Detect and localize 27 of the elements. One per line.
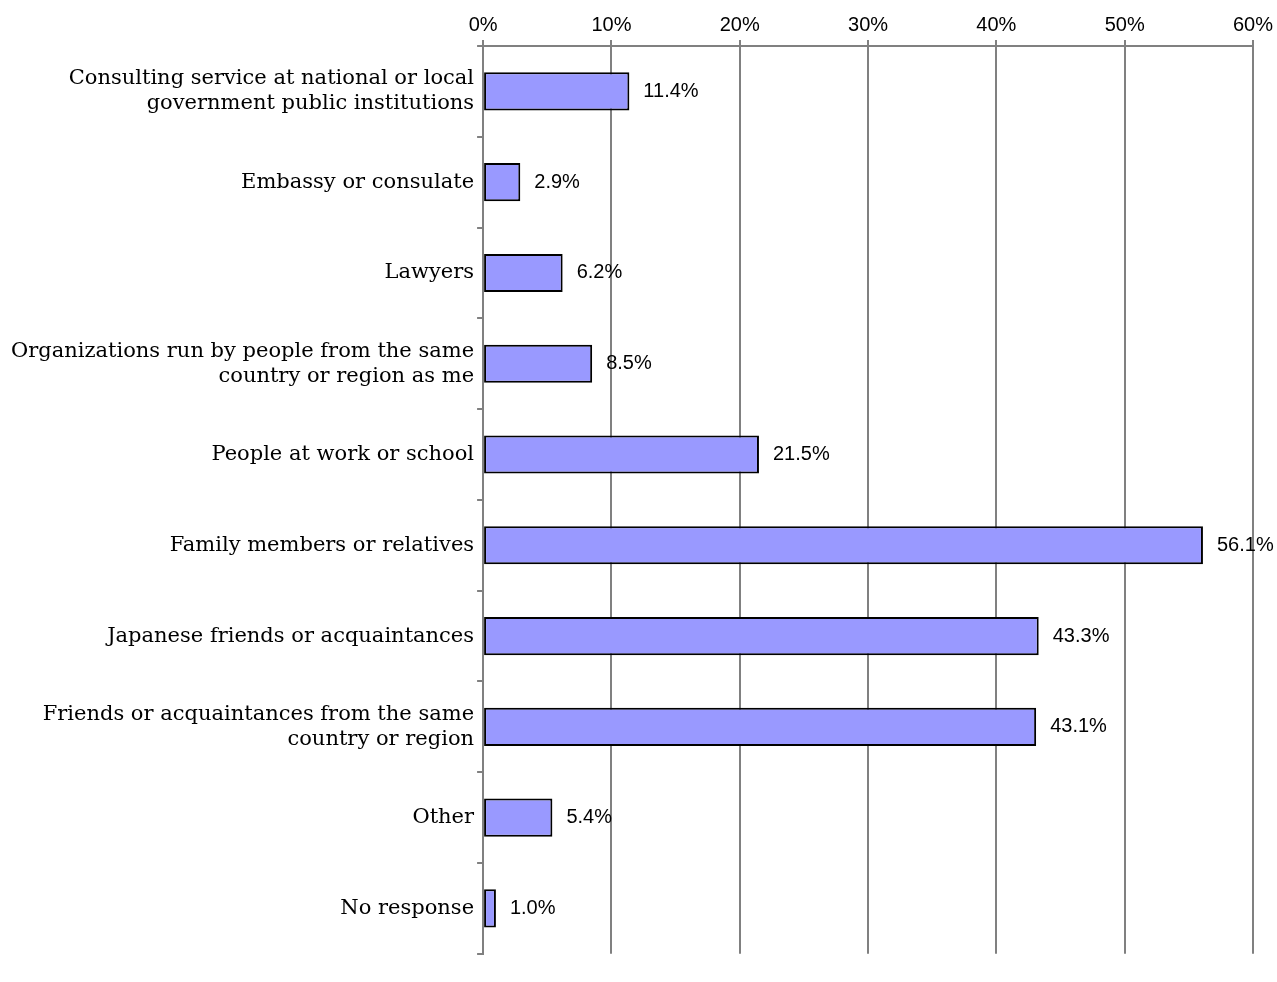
x-tick-label: 0% (468, 12, 498, 35)
y-tick-label: Consulting service at national or local government public institutions (68, 65, 475, 115)
x-tick-label: 60% (1232, 12, 1274, 35)
y-tick-label: Friends or acquaintances from the same country or region (42, 700, 475, 750)
x-tick-label: 30% (848, 12, 889, 35)
data-label: 2.9% (534, 169, 581, 192)
data-label: 43.1% (1050, 714, 1108, 737)
y-tick-label: Lawyers (384, 259, 475, 284)
x-tick-label: 20% (719, 12, 760, 35)
y-tick-label: Other (412, 804, 476, 829)
y-tick-label: Family members or relatives (169, 531, 475, 556)
x-tick-label: 10% (591, 12, 632, 35)
data-label: 11.4% (643, 78, 699, 101)
y-tick-label: Embassy or consulate (241, 168, 475, 193)
data-label: 8.5% (606, 351, 652, 374)
data-label: 43.3% (1052, 623, 1110, 646)
data-label: 56.1% (1216, 532, 1274, 555)
y-tick-label: No response (340, 894, 475, 919)
x-tick-label: 50% (1104, 12, 1145, 35)
y-tick-label: Japanese friends or acquaintances (105, 622, 475, 647)
data-label: 1.0% (509, 895, 556, 918)
data-label: 5.4% (566, 805, 613, 828)
y-tick-label: Organizations run by people from the same country or region as me (10, 337, 475, 387)
data-label: 21.5% (772, 442, 830, 465)
x-tick-label: 40% (976, 12, 1017, 35)
y-tick-label: People at work or school (211, 440, 475, 465)
data-label: 6.2% (576, 260, 623, 283)
